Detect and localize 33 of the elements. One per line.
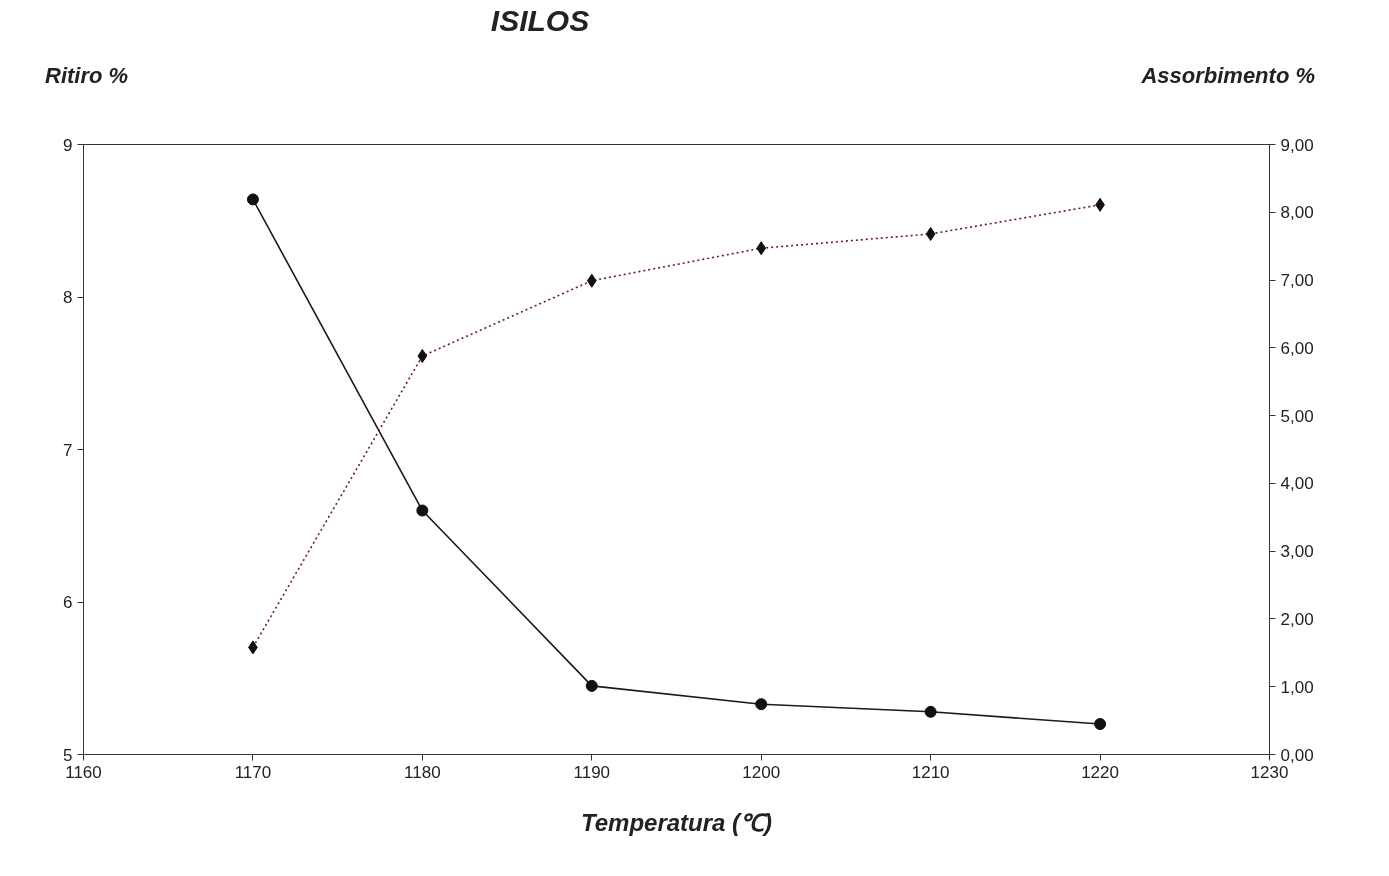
x-tick-label: 1170 [234,762,272,782]
y2-axis-title: Assorbimento % [1141,62,1315,90]
point [755,698,768,711]
chart-title: ISILOS [490,3,590,39]
y2-tick-label: 2,00 [1280,609,1314,629]
x-axis-title: Temperatura (℃) [580,808,773,836]
point [585,679,598,692]
x-tick-label: 1160 [65,762,102,782]
y2-tick-label: 8,00 [1280,203,1314,223]
y2-tick-label: 0,00 [1280,745,1314,765]
x-tick-label: 1220 [1081,762,1119,782]
y2-tick-label: 9,00 [1280,135,1314,155]
point [246,193,259,206]
x-tick-label: 1200 [742,762,781,782]
y-tick-label: 9 [63,135,73,155]
y2-tick-label: 6,00 [1280,338,1314,358]
y2-tick-label: 7,00 [1280,271,1314,291]
y2-tick-label: 5,00 [1280,406,1314,426]
y-tick-label: 8 [63,288,73,307]
y-tick-label: 5 [63,745,73,765]
y2-tick-label: 4,00 [1280,474,1314,494]
point [1094,718,1107,730]
x-tick-label: 1230 [1250,762,1289,782]
y2-tick-label: 3,00 [1280,542,1314,562]
y2-tick-label: 1,00 [1280,677,1314,697]
x-tick-label: 1180 [404,762,441,782]
y-tick-label: 7 [63,440,73,460]
y-axis-title: Ritiro % [45,62,129,90]
y-tick-label: 6 [63,593,73,612]
point [924,705,937,718]
x-tick-label: 1210 [911,762,950,782]
x-tick-label: 1190 [573,762,611,782]
point [416,504,429,517]
